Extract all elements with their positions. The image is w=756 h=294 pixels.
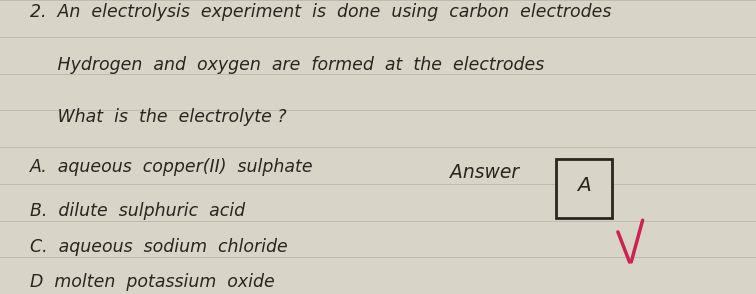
Text: What  is  the  electrolyte ?: What is the electrolyte ? (30, 108, 287, 126)
Text: A: A (577, 176, 591, 195)
Text: Hydrogen  and  oxygen  are  formed  at  the  electrodes: Hydrogen and oxygen are formed at the el… (30, 56, 544, 74)
Text: B.  dilute  sulphuric  acid: B. dilute sulphuric acid (30, 203, 246, 220)
Text: 2.  An  electrolysis  experiment  is  done  using  carbon  electrodes: 2. An electrolysis experiment is done us… (30, 3, 612, 21)
Text: C.  aqueous  sodium  chloride: C. aqueous sodium chloride (30, 238, 288, 256)
Text: D  molten  potassium  oxide: D molten potassium oxide (30, 273, 275, 291)
Text: A.  aqueous  copper(II)  sulphate: A. aqueous copper(II) sulphate (30, 158, 314, 176)
Text: Answer: Answer (450, 163, 519, 182)
Bar (556, 159, 612, 218)
